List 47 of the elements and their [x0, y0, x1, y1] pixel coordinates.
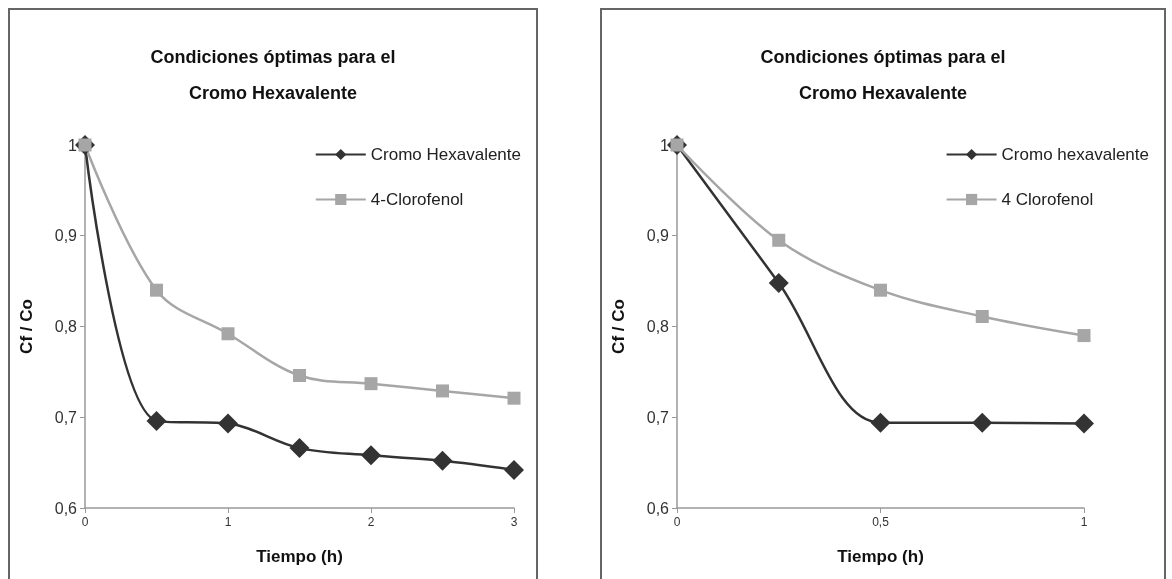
point: [1077, 329, 1091, 343]
point: [772, 233, 786, 247]
y-tick-label: 0,6: [54, 499, 78, 517]
point: [1074, 413, 1094, 434]
y-tick-label: 0,9: [54, 227, 78, 245]
y-tick-label: 0,7: [646, 408, 670, 426]
point: [221, 327, 235, 341]
legend-label: 4 Clorofenol: [1001, 190, 1094, 209]
x-tick-label: 2: [367, 515, 375, 529]
y-axis-title: Cf / Co: [17, 299, 36, 354]
point: [218, 413, 238, 434]
x-axis-title: Tiempo (h): [837, 547, 924, 566]
point: [870, 412, 891, 433]
y-tick-label: 0,9: [646, 227, 670, 245]
chart-title: Condiciones óptimas para el Cromo Hexavalente: [150, 47, 396, 103]
y-axis-title: Cf / Co: [609, 299, 628, 354]
x-tick-label: 1: [1080, 515, 1088, 529]
x-tick-label: 0: [81, 515, 89, 529]
y-tick-label: 1: [660, 136, 670, 154]
y-tick-label: 0,6: [646, 499, 670, 517]
point: [146, 410, 167, 431]
x-tick-label: 0: [673, 515, 681, 529]
legend-label: Cromo hexavalente: [1001, 145, 1150, 164]
y-tick-label: 0,8: [646, 318, 670, 335]
point: [507, 391, 521, 405]
x-tick-label: 0,5: [872, 515, 890, 529]
x-axis-title: Tiempo (h): [256, 547, 343, 566]
x-tick-label: 1: [224, 515, 232, 529]
legend-label: Cromo Hexavalente: [370, 145, 522, 164]
point: [768, 272, 789, 293]
point: [150, 283, 163, 297]
point: [432, 450, 453, 471]
y-tick-label: 0,8: [54, 318, 78, 335]
y-tick-label: 1: [68, 136, 78, 154]
point: [364, 377, 378, 391]
point: [361, 445, 381, 466]
y-tick-label: 0,7: [54, 408, 78, 426]
point: [436, 384, 449, 398]
point: [874, 283, 887, 297]
point: [293, 369, 306, 383]
x-tick-label: 3: [510, 515, 518, 529]
chart-title: Condiciones óptimas para el Cromo Hexavalente: [760, 47, 1006, 103]
point: [289, 438, 310, 459]
point: [972, 412, 993, 433]
legend-label: 4-Clorofenol: [370, 190, 464, 209]
point: [504, 459, 524, 480]
point: [975, 310, 989, 324]
